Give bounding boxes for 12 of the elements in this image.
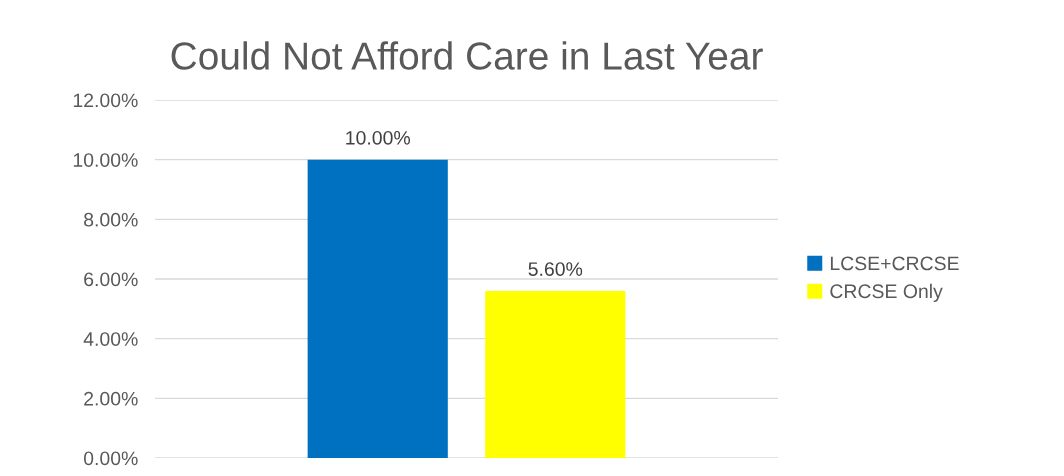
chart-title: Could Not Afford Care in Last Year [171, 41, 763, 70]
y-tick-label: 4.00% [83, 332, 138, 346]
legend-label: CRCSE Only [830, 283, 943, 302]
data-label: 5.60% [528, 262, 583, 276]
data-label: 10.00% [346, 130, 411, 145]
y-tick-label: 0.00% [83, 451, 138, 466]
y-tick-label: 2.00% [84, 391, 138, 406]
legend-label: LCSE+CRCSE [830, 256, 959, 271]
y-tick-label: 8.00% [84, 212, 138, 227]
y-tick-label: 12.00% [73, 93, 138, 108]
y-tick-label: 6.00% [84, 272, 138, 287]
y-tick-label: 10.00% [73, 153, 138, 167]
